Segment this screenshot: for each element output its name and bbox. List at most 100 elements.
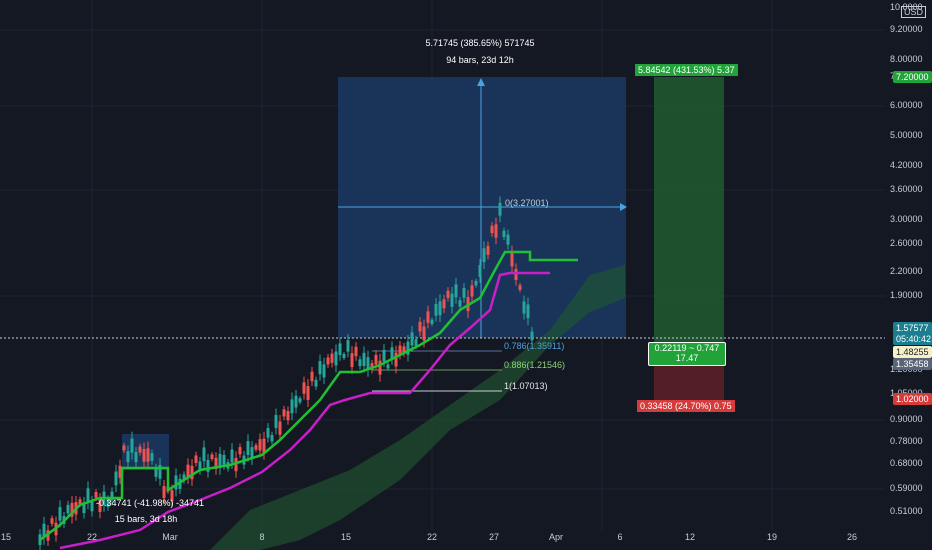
candle-body <box>378 360 382 375</box>
candle-body <box>350 353 354 368</box>
candle-body <box>422 326 426 341</box>
candle-body <box>450 293 454 307</box>
candle-body <box>462 287 466 298</box>
price-axis-label: 4.20000 <box>890 160 923 170</box>
candle-body <box>382 349 386 362</box>
fib-label-886: 0.886(1.21546) <box>504 360 566 370</box>
candle-body <box>394 352 398 367</box>
candle-body <box>502 230 506 237</box>
loss-zone <box>654 364 724 404</box>
profit-zone <box>654 77 724 345</box>
candle-body <box>78 499 82 505</box>
candle-body <box>434 303 438 316</box>
price-axis-label: 2.60000 <box>890 238 923 248</box>
current-price-tag: 1.57577 <box>893 322 932 334</box>
small-measure-label-main: -0.34741 (-41.98%) -34741 <box>95 498 205 508</box>
time-axis-label: 12 <box>684 532 696 542</box>
stop-label: 0.33458 (24.70%) 0.75 <box>637 400 735 412</box>
candle-body <box>510 252 514 267</box>
candle-body <box>230 449 234 463</box>
time-axis-label: Mar <box>162 532 178 542</box>
candle-body <box>146 448 150 462</box>
candle-body <box>518 285 522 290</box>
measure-label-main: 5.71745 (385.65%) 571745 <box>425 38 535 48</box>
candle-body <box>66 504 70 514</box>
candle-body <box>278 421 282 435</box>
time-axis-label: 15 <box>0 532 12 542</box>
candle-body <box>222 455 226 465</box>
target-label: 5.84542 (431.53%) 5.37 <box>635 64 738 76</box>
candle-body <box>386 364 390 369</box>
candle-body <box>314 379 318 387</box>
candle-body <box>170 490 174 502</box>
time-axis-label: 19 <box>766 532 778 542</box>
cloud-band <box>210 265 625 550</box>
candle-body <box>454 284 458 298</box>
candle-body <box>426 311 430 323</box>
candle-body <box>374 354 378 365</box>
candle-body <box>506 234 510 245</box>
candle-body <box>202 447 206 462</box>
candle-body <box>98 499 102 512</box>
candle-body <box>134 452 138 463</box>
candle-body <box>298 398 302 403</box>
candle-body <box>206 459 210 472</box>
candle-body <box>306 386 310 400</box>
candle-body <box>406 341 410 355</box>
target-price-tag: 7.20000 <box>893 71 932 83</box>
price-axis-label: 6.00000 <box>890 100 923 110</box>
candle-body <box>494 224 498 238</box>
candle-body <box>486 245 490 255</box>
candle-body <box>294 395 298 408</box>
candle-body <box>530 331 534 341</box>
ratio-line-1: 0.22119 ~ 0.747 <box>654 343 720 353</box>
candle-body <box>330 353 334 363</box>
stop-price-tag: 1.02000 <box>893 393 932 405</box>
candle-body <box>234 457 238 472</box>
price-axis-label: 0.90000 <box>890 414 923 424</box>
candle-body <box>122 445 126 451</box>
candle-body <box>150 453 154 461</box>
candle-body <box>446 290 450 298</box>
price-axis-label: 0.51000 <box>890 506 923 516</box>
candle-body <box>106 499 110 507</box>
candle-body <box>138 446 142 453</box>
candle-body <box>342 353 346 359</box>
currency-badge[interactable]: USD <box>901 6 927 18</box>
price-axis-label: 8.00000 <box>890 54 923 64</box>
price-axis-label: 1.90000 <box>890 290 923 300</box>
candle-body <box>266 427 270 438</box>
price-axis-label: 2.20000 <box>890 266 923 276</box>
candle-body <box>326 357 330 365</box>
candle-body <box>274 415 278 428</box>
candle-body <box>58 507 62 521</box>
candle-body <box>366 357 370 371</box>
candle-body <box>50 518 54 524</box>
candle-body <box>42 523 46 538</box>
magenta-indicator-line <box>59 271 550 550</box>
candle-body <box>430 319 434 324</box>
candle-body <box>130 438 134 453</box>
candle-body <box>458 300 462 307</box>
candle-body <box>418 321 422 332</box>
candle-body <box>198 461 202 471</box>
candle-body <box>362 352 366 367</box>
candle-body <box>398 345 402 355</box>
candle-body <box>258 439 262 451</box>
candle-body <box>318 361 322 375</box>
candle-body <box>482 248 486 263</box>
candle-body <box>402 346 406 354</box>
candle-body <box>254 445 258 450</box>
candle-body <box>290 399 294 414</box>
time-axis-label: 15 <box>340 532 352 542</box>
candle-body <box>110 491 114 501</box>
candle-body <box>182 474 186 481</box>
level-b-tag: 1.35458 <box>893 358 932 370</box>
candle-body <box>190 465 194 480</box>
candle-body <box>522 301 526 314</box>
candle-body <box>142 449 146 462</box>
time-axis-label: Apr <box>548 532 564 542</box>
candle-body <box>210 454 214 460</box>
candle-body <box>490 225 494 234</box>
